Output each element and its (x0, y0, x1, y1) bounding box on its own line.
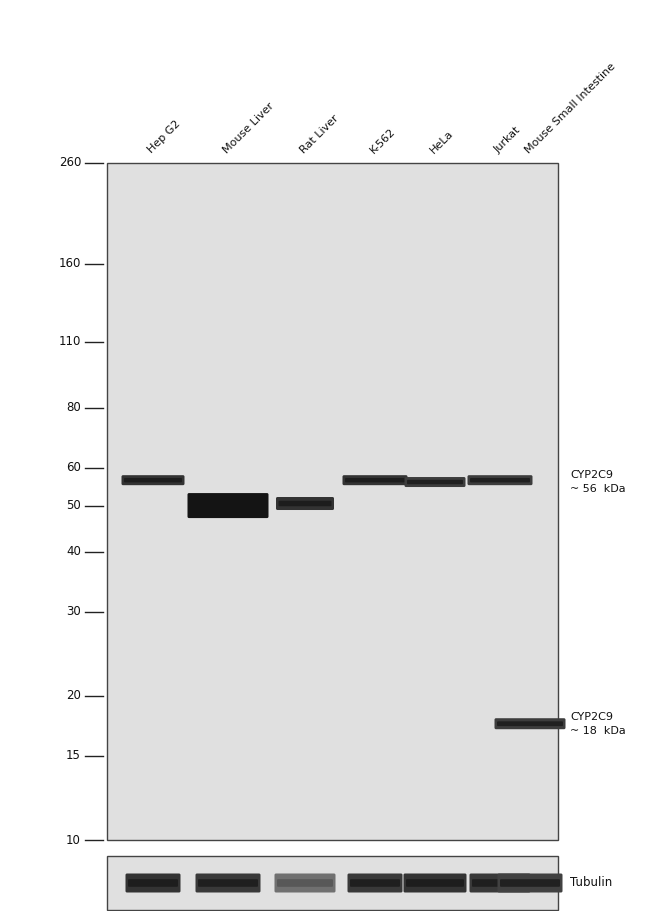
FancyBboxPatch shape (497, 722, 563, 726)
FancyBboxPatch shape (128, 879, 178, 886)
FancyBboxPatch shape (276, 497, 334, 510)
FancyBboxPatch shape (495, 718, 566, 729)
Text: 60: 60 (66, 461, 81, 475)
FancyBboxPatch shape (470, 478, 530, 483)
FancyBboxPatch shape (125, 874, 181, 893)
FancyBboxPatch shape (348, 874, 402, 893)
Text: CYP2C9
~ 18  kDa: CYP2C9 ~ 18 kDa (570, 711, 626, 736)
FancyBboxPatch shape (345, 478, 405, 483)
Text: K-562: K-562 (368, 126, 397, 155)
FancyBboxPatch shape (407, 480, 463, 485)
Text: Hep G2: Hep G2 (146, 118, 183, 155)
Text: Jurkat: Jurkat (493, 125, 523, 155)
Text: Mouse Small Intestine: Mouse Small Intestine (523, 61, 617, 155)
FancyBboxPatch shape (187, 493, 268, 518)
FancyBboxPatch shape (122, 476, 185, 486)
Text: 160: 160 (58, 258, 81, 271)
FancyBboxPatch shape (500, 879, 560, 886)
Text: 110: 110 (58, 335, 81, 348)
Text: 260: 260 (58, 157, 81, 169)
FancyBboxPatch shape (343, 476, 408, 486)
Text: CYP2C9
~ 56  kDa: CYP2C9 ~ 56 kDa (570, 470, 625, 494)
Text: HeLa: HeLa (428, 128, 455, 155)
Text: Tubulin: Tubulin (570, 876, 612, 889)
FancyBboxPatch shape (196, 874, 261, 893)
Text: 80: 80 (66, 402, 81, 415)
FancyBboxPatch shape (497, 874, 562, 893)
Text: 40: 40 (66, 546, 81, 558)
Text: 20: 20 (66, 690, 81, 702)
FancyBboxPatch shape (406, 879, 464, 886)
FancyBboxPatch shape (124, 478, 182, 483)
Text: 15: 15 (66, 749, 81, 763)
FancyBboxPatch shape (472, 879, 528, 886)
FancyBboxPatch shape (278, 501, 332, 507)
Text: 30: 30 (66, 605, 81, 619)
Bar (107, 856, 558, 910)
FancyBboxPatch shape (274, 874, 335, 893)
FancyBboxPatch shape (404, 874, 467, 893)
Bar (107, 163, 558, 840)
FancyBboxPatch shape (198, 879, 258, 886)
FancyBboxPatch shape (469, 874, 530, 893)
Text: Rat Liver: Rat Liver (298, 113, 340, 155)
FancyBboxPatch shape (190, 501, 266, 510)
FancyBboxPatch shape (467, 476, 532, 486)
FancyBboxPatch shape (350, 879, 400, 886)
FancyBboxPatch shape (277, 879, 333, 886)
Text: 10: 10 (66, 834, 81, 846)
Text: Mouse Liver: Mouse Liver (221, 100, 276, 155)
Text: 50: 50 (66, 499, 81, 512)
FancyBboxPatch shape (404, 477, 465, 487)
